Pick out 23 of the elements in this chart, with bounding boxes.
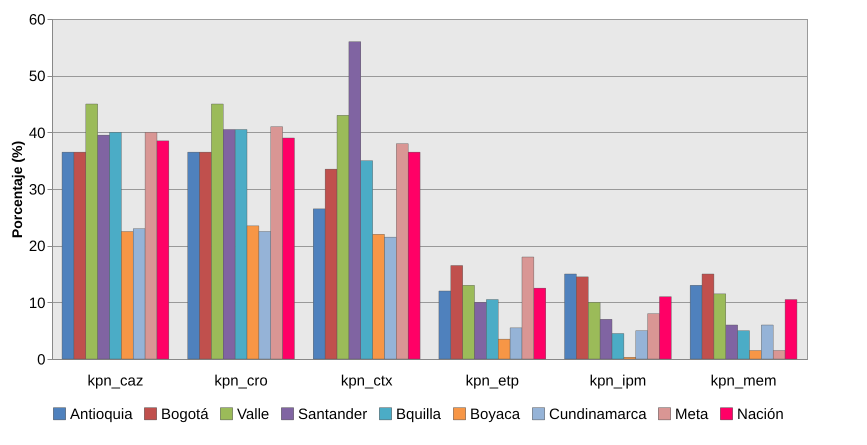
legend-label: Cundinamarca [549,406,648,423]
x-tick-label: kpn_cro [214,372,268,390]
y-tick-label: 30 [28,182,46,198]
legend-label: Santander [298,406,368,423]
legend-label: Valle [237,406,270,423]
x-tick-label: kpn_etp [466,372,520,390]
legend-label: Boyaca [470,406,521,423]
legend-label: Nación [737,406,784,423]
legend-label: Bogotá [161,406,210,423]
legend-label: Bquilla [396,406,442,423]
y-tick-label: 40 [28,124,46,142]
y-tick-label: 10 [28,294,46,312]
y-tick-label: 50 [28,68,46,86]
y-axis-title: Porcentaje (%) [8,140,25,238]
y-tick-label: 20 [28,238,46,256]
x-tick-label: kpn_mem [710,372,776,390]
x-tick-label: kpn_ipm [590,372,646,390]
legend-label: Antioquia [70,406,134,423]
legend-label: Meta [675,406,710,423]
y-tick-label: 0 [37,352,46,368]
x-tick-label: kpn_ctx [340,372,394,390]
x-tick-label: kpn_caz [88,372,144,390]
y-tick-label: 60 [28,12,46,28]
